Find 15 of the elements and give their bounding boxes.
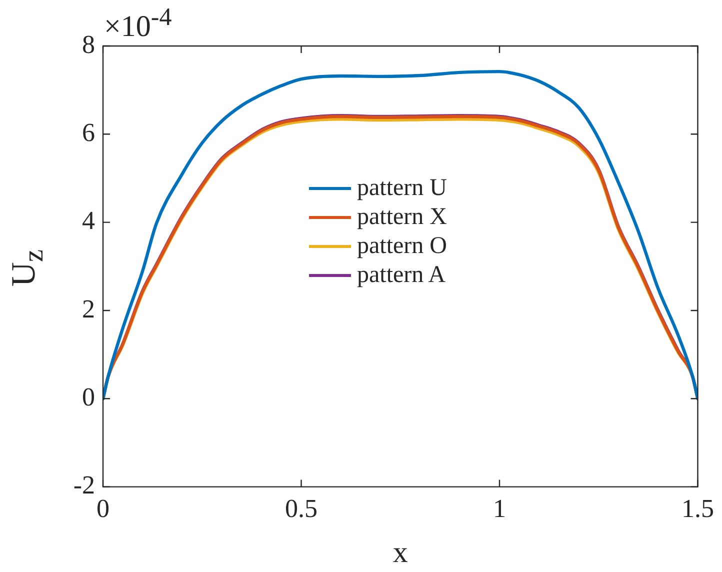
legend-label: pattern O <box>357 233 447 260</box>
text: ×10$^{-4}$ <box>104 4 172 44</box>
x-tick-label: 1 <box>493 494 506 524</box>
legend-label: pattern X <box>357 204 447 231</box>
y-tick-label: 6 <box>82 118 95 147</box>
x-tick-label: 1.5 <box>682 494 714 524</box>
y-tick-label: -2 <box>73 470 95 500</box>
x-axis-title: x <box>392 536 408 569</box>
legend-label: pattern U <box>357 175 447 202</box>
y-tick-label: 0 <box>82 382 95 412</box>
y-tick-label: 4 <box>82 206 95 236</box>
y-tick-label: 8 <box>82 30 95 59</box>
x-tick-label: 0.5 <box>285 494 318 524</box>
legend-label: pattern A <box>357 262 446 289</box>
y-tick-label: 2 <box>82 294 95 324</box>
